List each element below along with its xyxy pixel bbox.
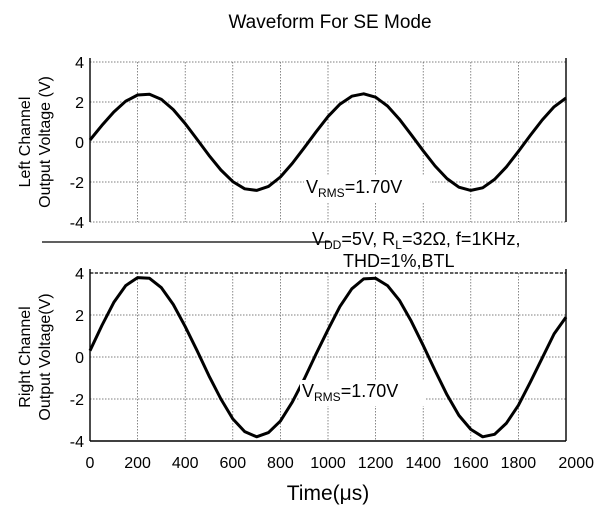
vrms-label-background: [304, 176, 430, 202]
x-tick-label: 1000: [310, 455, 346, 472]
right-channel-panel: 4 2 0 -2 -4 Right Channel Output Voltage(V) VRM…: [17, 266, 568, 451]
x-tick-label: 1200: [358, 455, 394, 472]
y-axis-label-line2: Output Voltage(V): [37, 293, 54, 420]
y-axis-label-line1: Left Channel: [17, 97, 34, 188]
x-tick-label: 800: [267, 455, 294, 472]
x-tick-label: 0: [86, 455, 95, 472]
left-channel-panel: 4 2 0 -2 -4 Left Channel Output Voltage (V) VRM…: [17, 55, 567, 232]
y-tick-label: -2: [70, 175, 84, 192]
vrms-annotation: VRMS=1.70V: [302, 381, 398, 404]
conditions-annotation-line2: THD=1%,BTL: [343, 251, 455, 271]
x-tick-label: 1800: [501, 455, 537, 472]
x-tick-label: 200: [124, 455, 151, 472]
x-tick-label: 1400: [405, 455, 441, 472]
y-tick-label: 2: [75, 95, 84, 112]
y-tick-label: 2: [75, 308, 84, 325]
x-tick-label: 400: [172, 455, 199, 472]
y-tick-label: 4: [75, 266, 84, 283]
x-axis-label: Time(μs): [287, 482, 369, 505]
x-tick-label: 1600: [453, 455, 489, 472]
x-tick-label: 2000: [558, 455, 594, 472]
chart-title: Waveform For SE Mode: [228, 12, 431, 33]
y-tick-label: -4: [70, 434, 84, 451]
y-tick-label: 0: [75, 135, 84, 152]
y-tick-label: 0: [75, 350, 84, 367]
waveform-series-line: [88, 92, 567, 192]
y-tick-label: 4: [75, 55, 84, 72]
y-tick-label: -2: [70, 392, 84, 409]
y-tick-label: -4: [70, 215, 84, 232]
x-tick-labels: 0 200 400 600 800 1000 1200 1400 1600 1800 2000: [86, 455, 595, 472]
vrms-annotation: VRMS=1.70V: [306, 177, 402, 200]
waveform-series-line: [88, 276, 568, 439]
vrms-label-background: [300, 380, 426, 406]
y-axis-label-line1: Right Channel: [17, 306, 34, 407]
conditions-annotation-line1: VDD=5V, RL=32Ω, f=1KHz,: [312, 229, 520, 252]
x-tick-label: 600: [219, 455, 246, 472]
y-axis-label-line2: Output Voltage (V): [37, 76, 54, 208]
